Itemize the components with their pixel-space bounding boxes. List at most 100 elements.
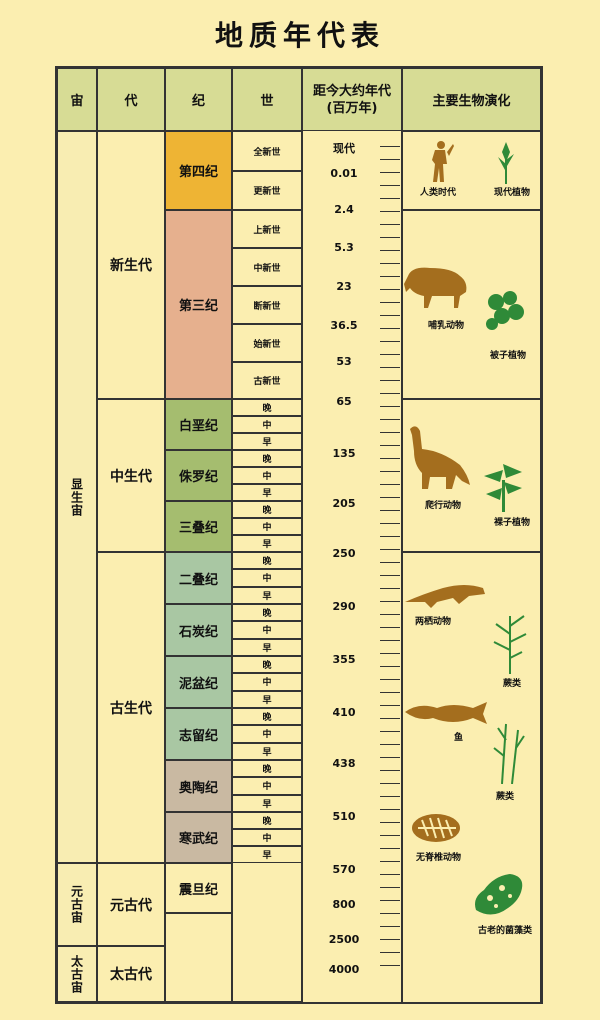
age-tick [380, 419, 400, 420]
header-eon: 宙 [57, 68, 97, 131]
age-tick [380, 510, 400, 511]
epoch-subdiv: 中 [232, 416, 302, 433]
epoch-subdiv: 晚 [232, 708, 302, 726]
period-cretaceous: 白垩纪 [165, 399, 232, 450]
chart-title: 地质年代表 [214, 19, 385, 52]
age-tick [380, 848, 400, 849]
age-tick [380, 614, 400, 615]
label-algae: 古老的菌藻类 [478, 926, 533, 936]
era-proterozoic: 元古代 [97, 863, 165, 946]
age-tick [380, 809, 400, 810]
era-cenozoic: 新生代 [97, 131, 165, 399]
period-jurassic: 侏罗纪 [165, 450, 232, 501]
age-tick [380, 237, 400, 238]
epoch-subdiv: 晚 [232, 501, 302, 518]
period-cambrian: 寒武纪 [165, 812, 232, 863]
age-tick [380, 588, 400, 589]
header-epoch: 世 [232, 68, 302, 131]
label-ferns-1: 蕨类 [503, 679, 522, 689]
age-tick [380, 731, 400, 732]
era-archean: 太古代 [97, 946, 165, 1002]
epoch-holocene: 全新世 [232, 131, 302, 171]
label-angiosperms: 被子植物 [490, 351, 527, 361]
epoch-subdiv: 早 [232, 742, 302, 760]
epoch-subdiv: 晚 [232, 604, 302, 622]
age-label: 290 [332, 600, 356, 613]
epoch-subdiv: 中 [232, 829, 302, 846]
age-label: 2500 [328, 933, 360, 946]
geologic-table: 宙 代 纪 世 距今大约年代 (百万年) 主要生物演化 显生宙 元古宙 太古宙 … [55, 66, 543, 1004]
age-tick [380, 445, 400, 446]
period-triassic: 三叠纪 [165, 501, 232, 552]
age-tick [380, 432, 400, 433]
period-tertiary: 第三纪 [165, 210, 232, 399]
dinosaur-icon [410, 426, 470, 489]
age-label: 438 [332, 757, 356, 770]
age-tick [380, 692, 400, 693]
period-empty [165, 913, 232, 1002]
age-tick [380, 718, 400, 719]
age-tick [380, 536, 400, 537]
eon-archean: 太古宙 [57, 946, 97, 1002]
period-quaternary: 第四纪 [165, 131, 232, 210]
epoch-subdiv: 中 [232, 673, 302, 691]
epoch-subdiv: 早 [232, 794, 302, 812]
age-tick [380, 172, 400, 173]
age-tick [380, 575, 400, 576]
age-label: 2.4 [334, 203, 354, 216]
epoch-subdiv: 晚 [232, 552, 302, 570]
age-label: 65 [336, 395, 352, 408]
age-tick [380, 601, 400, 602]
age-tick [380, 471, 400, 472]
age-tick [380, 783, 400, 784]
epoch-subdiv: 早 [232, 638, 302, 656]
epoch-subdiv: 中 [232, 777, 302, 795]
age-tick [380, 315, 400, 316]
age-tick [380, 276, 400, 277]
age-tick [380, 562, 400, 563]
fish-icon [405, 702, 487, 724]
epoch-subdiv: 中 [232, 518, 302, 535]
human-icon [432, 141, 454, 182]
epoch-miocene: 中新世 [232, 248, 302, 286]
epoch-subdiv: 早 [232, 484, 302, 501]
label-human-age: 人类时代 [420, 188, 457, 198]
age-tick [380, 523, 400, 524]
age-label: 250 [332, 547, 356, 560]
age-label: 23 [336, 280, 352, 293]
age-tick [380, 874, 400, 875]
epoch-subdiv: 晚 [232, 812, 302, 829]
epoch-subdiv: 晚 [232, 450, 302, 467]
age-tick [380, 679, 400, 680]
age-tick [380, 250, 400, 251]
age-label: 410 [332, 706, 356, 719]
age-label: 0.01 [330, 167, 358, 180]
age-tick [380, 939, 400, 940]
epoch-subdiv: 中 [232, 569, 302, 587]
label-reptiles: 爬行动物 [425, 501, 462, 511]
epoch-pleistocene: 更新世 [232, 171, 302, 210]
age-tick [380, 380, 400, 381]
epoch-eocene: 始新世 [232, 324, 302, 362]
age-tick [380, 796, 400, 797]
age-label: 135 [332, 447, 356, 460]
age-tick [380, 159, 400, 160]
age-label: 5.3 [334, 241, 354, 254]
amphibian-icon [405, 585, 485, 608]
header-era: 代 [97, 68, 165, 131]
epoch-subdiv: 晚 [232, 399, 302, 416]
age-tick [380, 757, 400, 758]
age-tick [380, 302, 400, 303]
epoch-subdiv: 中 [232, 467, 302, 484]
age-tick [380, 354, 400, 355]
age-label: 36.5 [330, 319, 358, 332]
header-age: 距今大约年代 (百万年) [302, 68, 402, 131]
age-tick [380, 900, 400, 901]
age-tick [380, 484, 400, 485]
epoch-subdiv: 晚 [232, 656, 302, 674]
age-label: 800 [332, 898, 356, 911]
age-tick [380, 705, 400, 706]
age-tick [380, 289, 400, 290]
angiosperm-icon [486, 291, 524, 330]
age-tick [380, 822, 400, 823]
